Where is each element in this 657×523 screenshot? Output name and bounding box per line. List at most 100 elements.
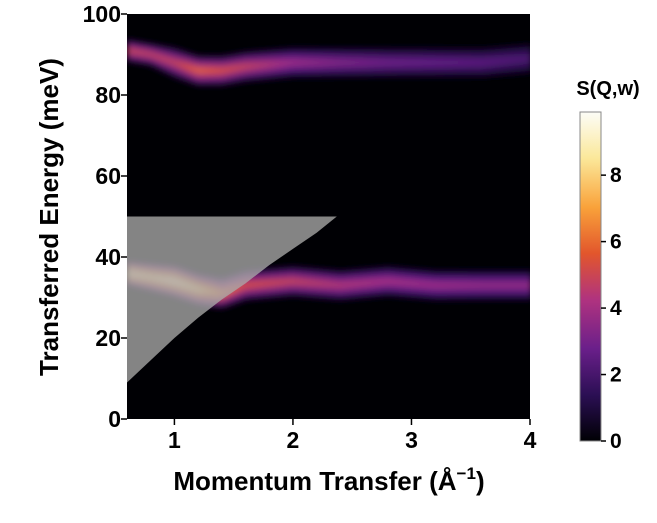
- band-cell: [303, 46, 308, 79]
- band-cell: [439, 46, 444, 79]
- band-cell: [523, 42, 528, 76]
- band-cell: [503, 44, 508, 77]
- band-cell: [411, 267, 416, 300]
- band-cell: [135, 40, 140, 65]
- y-tick-label: 60: [95, 163, 121, 189]
- band-cell: [315, 267, 320, 300]
- band-cell: [495, 45, 500, 78]
- band-cell: [163, 44, 168, 74]
- band-cell: [395, 265, 400, 299]
- band-cell: [399, 266, 404, 299]
- band-cell: [435, 269, 440, 302]
- band-cell: [427, 46, 432, 79]
- band-cell: [331, 46, 336, 79]
- band-cell: [387, 46, 392, 79]
- y-tick-label: 0: [108, 406, 121, 432]
- band-cell: [447, 46, 452, 79]
- band-cell: [195, 54, 200, 87]
- band-cell: [307, 266, 312, 299]
- band-cell: [243, 50, 248, 83]
- band-cell: [527, 42, 530, 75]
- band-cell: [415, 46, 420, 79]
- band-cell: [191, 52, 196, 86]
- y-axis-title: Transferred Energy (meV): [34, 58, 64, 376]
- band-cell: [367, 46, 372, 79]
- band-cell: [211, 54, 216, 87]
- band-cell: [343, 268, 348, 302]
- band-cell: [463, 269, 468, 302]
- band-cell: [359, 46, 364, 79]
- colorbar: [579, 111, 602, 442]
- band-cell: [439, 269, 444, 302]
- band-cell: [399, 46, 404, 79]
- band-cell: [515, 269, 520, 302]
- band-cell: [267, 267, 272, 300]
- band-cell: [371, 266, 376, 299]
- band-cell: [443, 46, 448, 79]
- band-cell: [299, 265, 304, 299]
- band-cell: [447, 269, 452, 302]
- band-cell: [367, 266, 372, 300]
- band-cell: [279, 47, 284, 80]
- band-cell: [315, 46, 320, 79]
- x-tick-label: 1: [168, 427, 181, 453]
- x-axis-title-close: ): [476, 466, 485, 496]
- band-cell: [347, 268, 352, 301]
- band-cell: [403, 266, 408, 299]
- x-axis-title-exponent: −1: [457, 464, 476, 483]
- band-cell: [331, 268, 336, 301]
- band-cell: [335, 46, 340, 79]
- band-cell: [411, 46, 416, 79]
- band-cell: [231, 52, 236, 85]
- band-cell: [239, 51, 244, 84]
- band-cell: [183, 50, 188, 83]
- colorbar-tick-label: 4: [610, 297, 622, 320]
- colorbar-tick-label: 6: [610, 231, 622, 254]
- band-cell: [403, 46, 408, 79]
- band-cell: [287, 265, 292, 298]
- y-tick-label: 80: [95, 82, 121, 108]
- band-cell: [275, 266, 280, 299]
- band-cell: [463, 46, 468, 79]
- band-cell: [247, 268, 252, 302]
- band-cell: [159, 44, 164, 72]
- band-cell: [279, 266, 284, 299]
- band-cell: [131, 39, 136, 64]
- band-cell: [343, 46, 348, 79]
- band-cell: [491, 269, 496, 302]
- band-cell: [295, 46, 300, 79]
- band-cell: [467, 269, 472, 302]
- band-cell: [523, 269, 528, 302]
- band-cell: [155, 43, 160, 70]
- band-cell: [387, 265, 392, 298]
- x-axis-title-text: Momentum Transfer (Å: [173, 466, 456, 496]
- band-cell: [167, 45, 172, 77]
- band-cell: [483, 269, 488, 302]
- band-cell: [255, 49, 260, 82]
- band-cell: [407, 266, 412, 300]
- band-cell: [487, 269, 492, 302]
- band-cell: [303, 266, 308, 299]
- band-cell: [391, 265, 396, 298]
- band-cell: [319, 267, 324, 300]
- x-tick-label: 3: [405, 427, 418, 453]
- band-cell: [295, 265, 300, 298]
- band-cell: [475, 269, 480, 302]
- band-cell: [435, 46, 440, 79]
- colorbar-tick-label: 8: [610, 164, 622, 187]
- band-cell: [299, 46, 304, 79]
- band-cell: [327, 46, 332, 79]
- band-cell: [311, 266, 316, 300]
- band-cell: [255, 268, 260, 301]
- band-cell: [171, 46, 176, 79]
- band-cell: [427, 268, 432, 302]
- band-cell: [499, 44, 504, 78]
- band-cell: [179, 48, 184, 82]
- band-cell: [451, 46, 456, 79]
- band-cell: [263, 48, 268, 82]
- band-cell: [375, 46, 380, 79]
- band-cell: [371, 46, 376, 79]
- band-cell: [383, 46, 388, 79]
- band-cell: [519, 43, 524, 76]
